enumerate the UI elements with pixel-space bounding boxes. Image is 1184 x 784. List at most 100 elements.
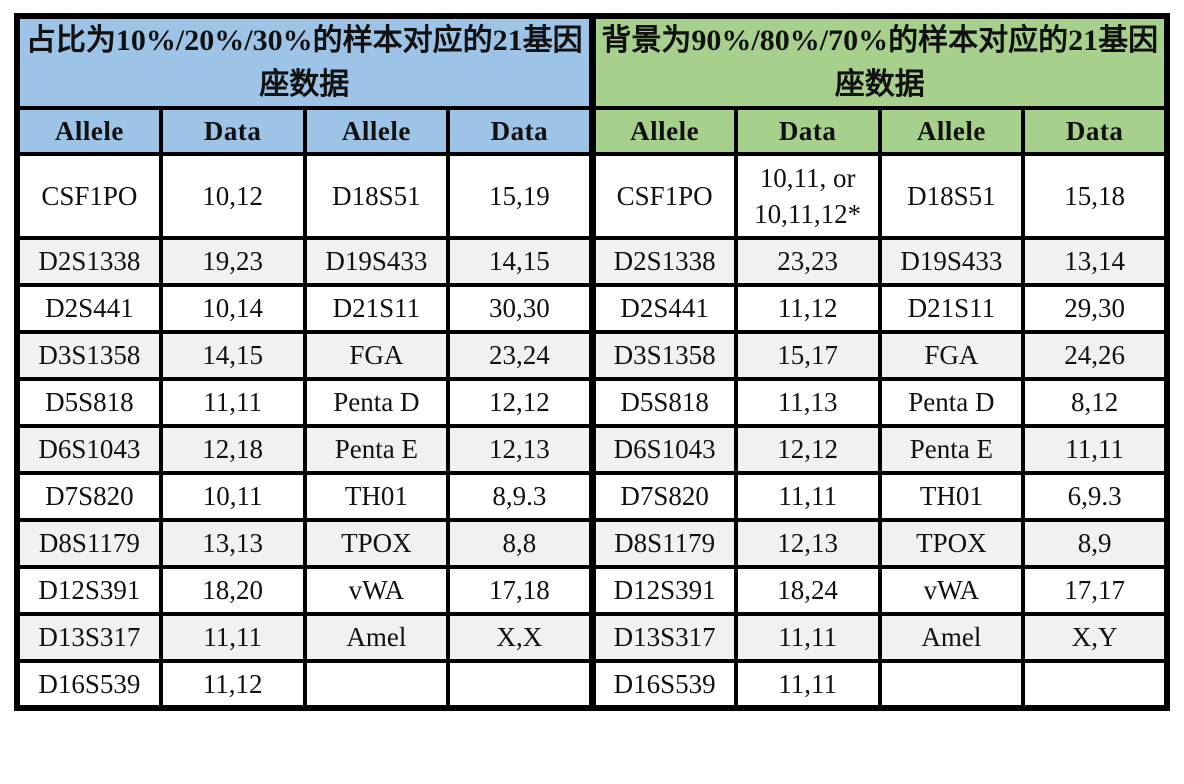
allele-cell: D21S11 xyxy=(302,283,451,334)
data-cell: 11,11 xyxy=(158,612,307,663)
data-cell: 23,23 xyxy=(733,236,882,287)
table-row: D2S1338 19,23 D19S433 14,15 D2S1338 23,2… xyxy=(15,236,1169,287)
allele-cell: CSF1PO xyxy=(15,152,163,240)
data-cell: 12,12 xyxy=(733,424,882,475)
allele-cell: D13S317 xyxy=(15,612,163,663)
data-cell: 12,12 xyxy=(446,377,594,428)
data-cell: 15,18 xyxy=(1021,152,1169,240)
data-cell: X,X xyxy=(446,612,594,663)
allele-cell: Penta E xyxy=(302,424,451,475)
table-row: D12S391 18,20 vWA 17,18 D12S391 18,24 vW… xyxy=(15,565,1169,616)
allele-cell: D2S441 xyxy=(15,283,163,334)
left-data-header-1: Data xyxy=(158,106,307,156)
data-cell: 23,24 xyxy=(446,330,594,381)
data-cell: 11,13 xyxy=(733,377,882,428)
allele-cell: FGA xyxy=(877,330,1026,381)
data-cell: 14,15 xyxy=(158,330,307,381)
data-cell: 29,30 xyxy=(1021,283,1169,334)
allele-cell: D6S1043 xyxy=(588,424,738,475)
allele-cell: D3S1358 xyxy=(588,330,738,381)
data-cell: 11,11 xyxy=(733,659,882,710)
data-cell: 13,13 xyxy=(158,518,307,569)
data-cell: 30,30 xyxy=(446,283,594,334)
allele-cell: D16S539 xyxy=(15,659,163,710)
allele-cell: TPOX xyxy=(302,518,451,569)
data-cell: 10,14 xyxy=(158,283,307,334)
data-cell: 15,17 xyxy=(733,330,882,381)
right-table-title: 背景为90%/80%/70%的样本对应的21基因座数据 xyxy=(588,14,1169,110)
allele-cell: D21S11 xyxy=(877,283,1026,334)
table-row: CSF1PO 10,12 D18S51 15,19 CSF1PO 10,11, … xyxy=(15,152,1169,240)
data-cell: 18,20 xyxy=(158,565,307,616)
allele-cell: D19S433 xyxy=(877,236,1026,287)
table-row: D6S1043 12,18 Penta E 12,13 D6S1043 12,1… xyxy=(15,424,1169,475)
data-cell: 11,12 xyxy=(733,283,882,334)
allele-cell: D8S1179 xyxy=(15,518,163,569)
allele-cell: D13S317 xyxy=(588,612,738,663)
data-cell: 17,17 xyxy=(1021,565,1169,616)
data-cell: 11,11 xyxy=(158,377,307,428)
allele-cell: TH01 xyxy=(877,471,1026,522)
right-allele-header-1: Allele xyxy=(588,106,738,156)
left-data-header-2: Data xyxy=(446,106,594,156)
data-cell: 11,11 xyxy=(1021,424,1169,475)
page: 占比为10%/20%/30%的样本对应的21基因座数据 背景为90%/80%/7… xyxy=(14,13,1170,711)
data-cell: 12,13 xyxy=(733,518,882,569)
table-row: D7S820 10,11 TH01 8,9.3 D7S820 11,11 TH0… xyxy=(15,471,1169,522)
data-cell: 13,14 xyxy=(1021,236,1169,287)
allele-cell: D8S1179 xyxy=(588,518,738,569)
allele-cell: TPOX xyxy=(877,518,1026,569)
genotype-table: 占比为10%/20%/30%的样本对应的21基因座数据 背景为90%/80%/7… xyxy=(14,13,1170,711)
data-cell: 15,19 xyxy=(446,152,594,240)
data-cell: 24,26 xyxy=(1021,330,1169,381)
column-header-row: Allele Data Allele Data Allele Data Alle… xyxy=(15,106,1169,156)
allele-cell xyxy=(877,659,1026,710)
data-cell: 8,9 xyxy=(1021,518,1169,569)
left-table-title: 占比为10%/20%/30%的样本对应的21基因座数据 xyxy=(15,14,594,110)
data-cell: 14,15 xyxy=(446,236,594,287)
allele-cell: D7S820 xyxy=(15,471,163,522)
right-allele-header-2: Allele xyxy=(877,106,1026,156)
data-cell: 17,18 xyxy=(446,565,594,616)
data-cell: 12,13 xyxy=(446,424,594,475)
allele-cell: TH01 xyxy=(302,471,451,522)
allele-cell: D19S433 xyxy=(302,236,451,287)
table-row: D13S317 11,11 Amel X,X D13S317 11,11 Ame… xyxy=(15,612,1169,663)
data-cell: 6,9.3 xyxy=(1021,471,1169,522)
data-cell: 10,11 xyxy=(158,471,307,522)
data-cell: 11,11 xyxy=(733,612,882,663)
allele-cell: D7S820 xyxy=(588,471,738,522)
table-row: D2S441 10,14 D21S11 30,30 D2S441 11,12 D… xyxy=(15,283,1169,334)
allele-cell: D6S1043 xyxy=(15,424,163,475)
allele-cell: Amel xyxy=(877,612,1026,663)
allele-cell: D5S818 xyxy=(15,377,163,428)
allele-cell: Penta D xyxy=(877,377,1026,428)
allele-cell: FGA xyxy=(302,330,451,381)
data-cell: 8,8 xyxy=(446,518,594,569)
left-allele-header-2: Allele xyxy=(302,106,451,156)
title-row: 占比为10%/20%/30%的样本对应的21基因座数据 背景为90%/80%/7… xyxy=(15,14,1169,110)
data-cell: 19,23 xyxy=(158,236,307,287)
table-row: D8S1179 13,13 TPOX 8,8 D8S1179 12,13 TPO… xyxy=(15,518,1169,569)
allele-cell: D16S539 xyxy=(588,659,738,710)
data-cell: 12,18 xyxy=(158,424,307,475)
allele-cell: D2S1338 xyxy=(588,236,738,287)
table-row: D16S539 11,12 D16S539 11,11 xyxy=(15,659,1169,710)
data-cell: 8,12 xyxy=(1021,377,1169,428)
data-cell: 10,11, or 10,11,12* xyxy=(733,152,882,240)
allele-cell: Penta E xyxy=(877,424,1026,475)
data-cell: 11,12 xyxy=(158,659,307,710)
allele-cell: D2S1338 xyxy=(15,236,163,287)
allele-cell: D12S391 xyxy=(15,565,163,616)
allele-cell: CSF1PO xyxy=(588,152,738,240)
data-cell xyxy=(1021,659,1169,710)
right-data-header-2: Data xyxy=(1021,106,1169,156)
data-cell: 10,12 xyxy=(158,152,307,240)
allele-cell: Penta D xyxy=(302,377,451,428)
data-cell xyxy=(446,659,594,710)
left-allele-header-1: Allele xyxy=(15,106,163,156)
allele-cell: vWA xyxy=(877,565,1026,616)
allele-cell: D18S51 xyxy=(877,152,1026,240)
allele-cell: D18S51 xyxy=(302,152,451,240)
table-row: D3S1358 14,15 FGA 23,24 D3S1358 15,17 FG… xyxy=(15,330,1169,381)
